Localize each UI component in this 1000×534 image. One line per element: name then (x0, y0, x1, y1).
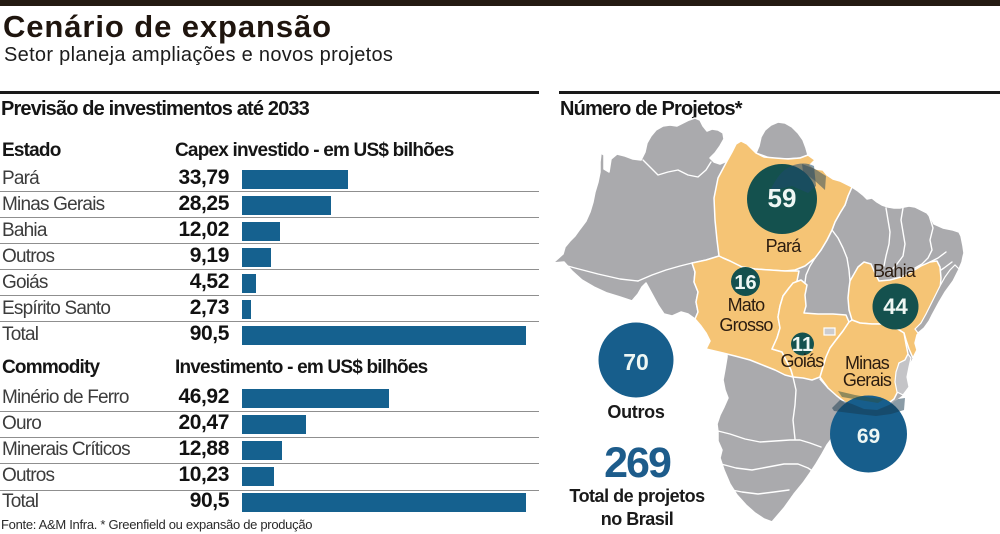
svg-text:11: 11 (792, 334, 813, 356)
svg-text:44: 44 (883, 294, 908, 319)
svg-text:Grosso: Grosso (719, 315, 773, 335)
svg-text:Mato: Mato (728, 295, 766, 315)
svg-text:Minas: Minas (845, 353, 890, 373)
svg-text:Pará: Pará (766, 236, 803, 256)
svg-text:Goiás: Goiás (780, 351, 824, 371)
svg-text:Gerais: Gerais (843, 370, 892, 390)
svg-text:59: 59 (768, 183, 797, 213)
svg-text:Bahia: Bahia (873, 261, 917, 281)
svg-text:16: 16 (734, 272, 756, 294)
svg-text:69: 69 (857, 425, 880, 448)
svg-text:70: 70 (623, 349, 649, 375)
